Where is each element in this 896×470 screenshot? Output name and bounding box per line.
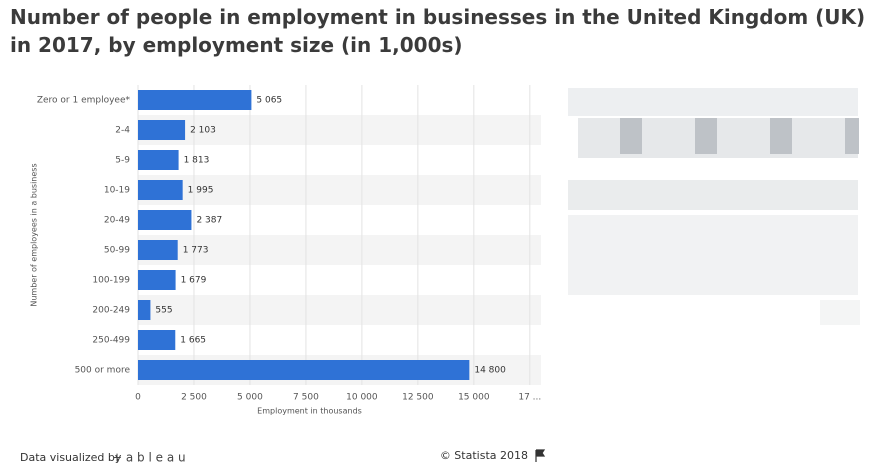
y-tick-label: 10-19 bbox=[104, 186, 130, 196]
y-tick-label: 2-4 bbox=[115, 126, 130, 136]
value-label: 1 995 bbox=[188, 186, 214, 196]
x-tick-label: 17 ... bbox=[518, 393, 541, 403]
x-tick-label: 0 bbox=[135, 393, 141, 403]
y-axis-title: Number of employees in a business bbox=[30, 163, 39, 306]
value-label: 2 387 bbox=[196, 216, 222, 226]
y-tick-label: 20-49 bbox=[104, 216, 130, 226]
y-tick-label: 250-499 bbox=[92, 336, 130, 346]
bar bbox=[138, 330, 176, 350]
value-label: 1 813 bbox=[184, 156, 210, 166]
value-label: 5 065 bbox=[256, 96, 282, 106]
blur-block bbox=[620, 118, 642, 154]
value-label: 1 773 bbox=[183, 246, 209, 256]
footer-logo[interactable]: + a b l e a u bbox=[112, 451, 186, 465]
bar bbox=[138, 210, 192, 230]
blur-block bbox=[568, 88, 858, 116]
footer-credit: Data visualized by bbox=[20, 451, 122, 464]
value-label: 2 103 bbox=[190, 126, 216, 136]
chart-title: Number of people in employment in busine… bbox=[10, 5, 866, 57]
bar bbox=[138, 180, 183, 200]
y-tick-label: 50-99 bbox=[104, 246, 130, 256]
x-tick-label: 2 500 bbox=[181, 393, 207, 403]
blur-block bbox=[568, 215, 858, 295]
value-label: 555 bbox=[155, 306, 172, 316]
bar bbox=[138, 360, 470, 380]
footer-source[interactable]: © Statista 2018 bbox=[440, 449, 528, 462]
x-tick-label: 7 500 bbox=[293, 393, 319, 403]
x-axis-title: Employment in thousands bbox=[257, 407, 362, 416]
bar bbox=[138, 150, 179, 170]
x-tick-label: 5 000 bbox=[237, 393, 263, 403]
x-tick-label: 12 500 bbox=[402, 393, 434, 403]
blur-block bbox=[845, 118, 859, 154]
x-tick-label: 10 000 bbox=[346, 393, 378, 403]
blur-block bbox=[568, 180, 858, 210]
x-tick-label: 15 000 bbox=[458, 393, 490, 403]
y-tick-label: Zero or 1 employee* bbox=[37, 96, 131, 106]
y-tick-label: 100-199 bbox=[92, 276, 130, 286]
bar bbox=[138, 90, 252, 110]
y-tick-label: 5-9 bbox=[115, 156, 130, 166]
blur-block bbox=[695, 118, 717, 154]
flag-icon[interactable] bbox=[535, 449, 546, 462]
y-tick-label: 500 or more bbox=[75, 366, 131, 376]
row-band bbox=[138, 295, 541, 325]
bar bbox=[138, 270, 176, 290]
title-box: Number of people in employment in busine… bbox=[10, 5, 866, 57]
value-label: 1 679 bbox=[181, 276, 207, 286]
blur-block bbox=[770, 118, 792, 154]
y-tick-label: 200-249 bbox=[92, 306, 130, 316]
bar bbox=[138, 300, 151, 320]
value-label: 14 800 bbox=[474, 366, 506, 376]
bar bbox=[138, 120, 186, 140]
value-label: 1 665 bbox=[180, 336, 206, 346]
blurred-panel bbox=[568, 88, 860, 325]
blur-block bbox=[820, 300, 860, 325]
bar bbox=[138, 240, 178, 260]
